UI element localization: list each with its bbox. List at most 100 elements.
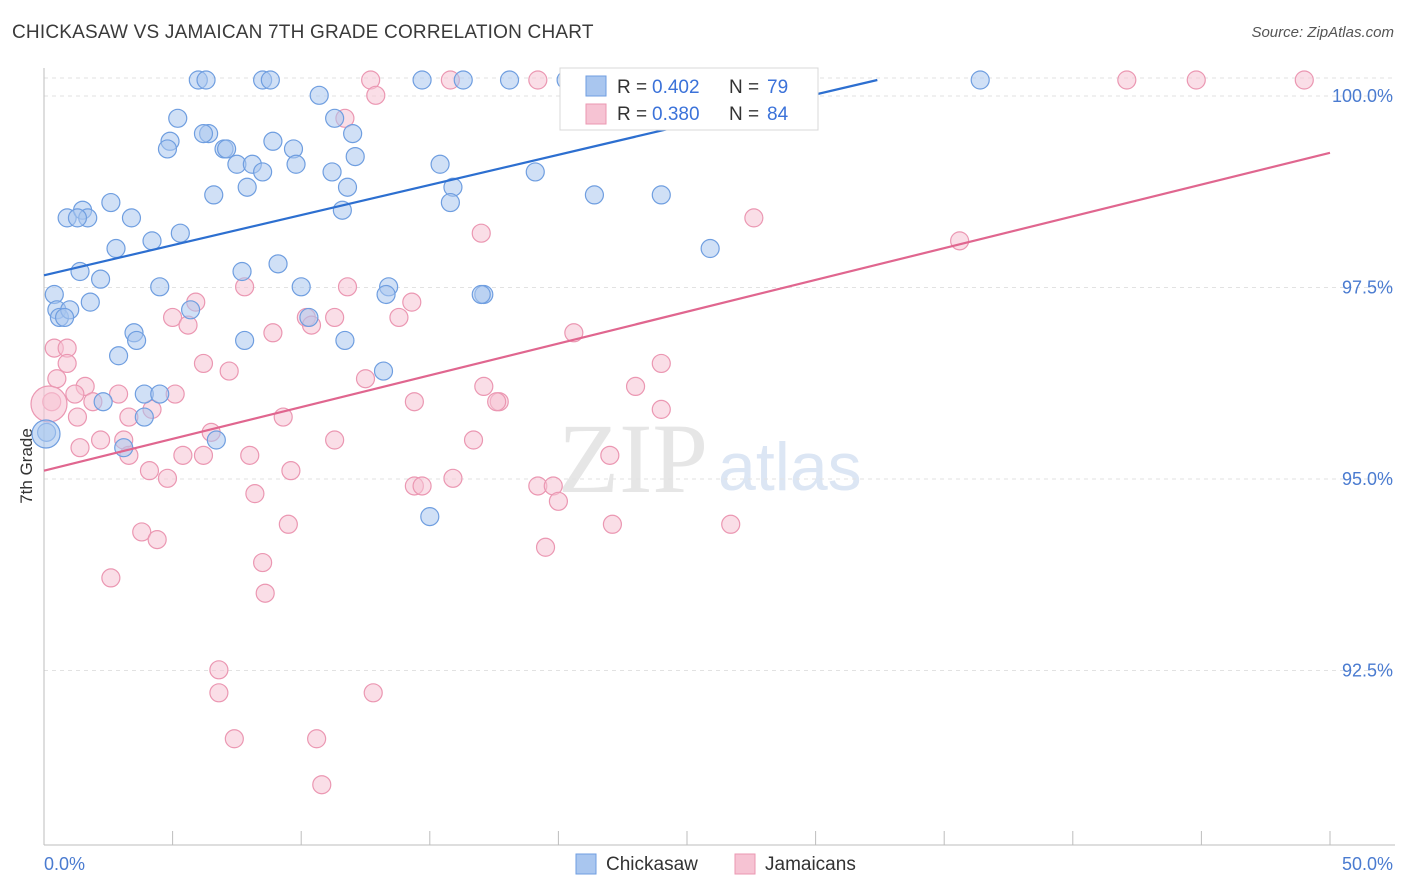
- legend-series: Chickasaw Jamaicans: [575, 853, 856, 875]
- jamaicans-point-large: [30, 385, 68, 423]
- jamaicans-point: [90, 430, 111, 450]
- chickasaw-point: [168, 108, 188, 128]
- chickasaw-point: [376, 284, 396, 305]
- chickasaw-point-large: [31, 419, 61, 449]
- source-label: Source: ZipAtlas.com: [1251, 24, 1394, 41]
- chickasaw-point: [373, 361, 394, 381]
- jamaicans-point: [253, 552, 273, 573]
- y-tick-label: 92.5%: [1342, 661, 1393, 681]
- jamaicans-point: [625, 376, 646, 396]
- chickasaw-point: [237, 177, 257, 197]
- jamaicans-point: [602, 514, 623, 534]
- legend-n-value-1: 79: [767, 77, 788, 98]
- chickasaw-point: [260, 70, 280, 90]
- watermark: ZIP atlas: [558, 403, 862, 514]
- chickasaw-point: [170, 223, 190, 243]
- jamaicans-point: [173, 445, 193, 465]
- jamaicans-point: [67, 407, 88, 427]
- chickasaw-point: [412, 70, 432, 90]
- chickasaw-point: [121, 208, 142, 228]
- jamaicans-point: [157, 468, 178, 488]
- jamaicans-point: [443, 468, 463, 488]
- jamaicans-point: [404, 392, 424, 412]
- chickasaw-point: [337, 177, 358, 197]
- x-tick-label-min: 0.0%: [44, 854, 85, 874]
- chickasaw-point: [193, 124, 214, 144]
- jamaicans-point: [363, 683, 383, 703]
- chickasaw-point: [142, 231, 162, 251]
- jamaicans-point: [47, 369, 67, 389]
- legend-n-label-1: N =: [729, 77, 759, 98]
- jamaicans-point: [224, 729, 244, 749]
- jamaicans-point: [65, 384, 85, 404]
- jamaicans-point: [193, 353, 214, 374]
- legend-swatch-jamaicans: [585, 103, 607, 125]
- series-jamaicans-points: [30, 70, 1314, 795]
- chickasaw-point: [525, 162, 545, 182]
- jamaicans-point: [1117, 70, 1137, 90]
- jamaicans-point: [463, 430, 484, 450]
- chickasaw-point: [263, 131, 283, 151]
- chickasaw-point: [420, 507, 440, 527]
- chickasaw-point: [430, 154, 450, 174]
- chickasaw-point: [232, 261, 252, 282]
- chickasaw-point: [651, 185, 671, 205]
- jamaicans-point: [219, 361, 239, 381]
- chickasaw-point: [114, 438, 134, 458]
- legend-bottom-swatch-jamaicans: [734, 853, 756, 875]
- y-tick-label: 97.5%: [1342, 278, 1393, 298]
- x-tick-label-max: 50.0%: [1342, 854, 1393, 874]
- chickasaw-point: [584, 185, 605, 205]
- chickasaw-point: [286, 154, 306, 174]
- jamaicans-point: [263, 323, 283, 343]
- legend-r-value-2: 0.380: [652, 104, 700, 125]
- jamaicans-point: [528, 70, 548, 90]
- chickasaw-point: [309, 85, 329, 105]
- jamaicans-point: [535, 537, 556, 557]
- jamaicans-point: [651, 353, 671, 374]
- chickasaw-point: [181, 300, 201, 320]
- jamaicans-point: [57, 353, 77, 374]
- chickasaw-point: [268, 254, 288, 274]
- chickasaw-point: [471, 284, 491, 305]
- chart-title: CHICKASAW VS JAMAICAN 7TH GRADE CORRELAT…: [12, 22, 594, 43]
- y-tick-labels: 100.0% 97.5% 95.0% 92.5%: [1332, 86, 1393, 681]
- legend-r-label-1: R =: [617, 77, 647, 98]
- chickasaw-point: [196, 70, 216, 90]
- chickasaw-point: [150, 277, 170, 297]
- legend-bottom-jamaicans: Jamaicans: [765, 854, 856, 875]
- jamaicans-point: [389, 307, 409, 328]
- legend-stats: R = 0.402 N = 79 R = 0.380 N = 84: [559, 67, 819, 131]
- chickasaw-point: [101, 192, 121, 213]
- jamaicans-point: [307, 729, 327, 749]
- chickasaw-point: [345, 147, 365, 167]
- series-chickasaw-points: [31, 70, 990, 527]
- jamaicans-point: [721, 514, 741, 534]
- chickasaw-point: [299, 307, 319, 328]
- jamaicans-point: [147, 529, 167, 550]
- jamaicans-point: [548, 491, 569, 511]
- chickasaw-point: [106, 238, 126, 259]
- jamaicans-point: [600, 445, 620, 465]
- chickasaw-point: [134, 407, 154, 427]
- jamaicans-point: [278, 514, 298, 534]
- chickasaw-point: [206, 430, 226, 450]
- jamaicans-point: [1294, 70, 1314, 90]
- legend-bottom-swatch-chickasaw: [575, 853, 597, 875]
- jamaicans-point: [193, 445, 214, 465]
- jamaicans-point: [240, 445, 260, 465]
- jamaicans-point: [950, 231, 970, 251]
- chickasaw-point: [67, 208, 88, 228]
- jamaicans-point: [163, 307, 183, 328]
- chickasaw-point: [335, 330, 355, 351]
- jamaicans-point: [209, 683, 229, 703]
- jamaicans-point: [70, 438, 90, 458]
- y-axis-title: 7th Grade: [17, 428, 36, 504]
- jamaicans-point: [744, 208, 764, 228]
- watermark-zip: ZIP: [558, 403, 708, 514]
- jamaicans-point: [337, 277, 358, 297]
- jamaicans-point: [255, 583, 275, 603]
- chickasaw-point: [325, 108, 345, 128]
- chickasaw-point: [453, 70, 473, 90]
